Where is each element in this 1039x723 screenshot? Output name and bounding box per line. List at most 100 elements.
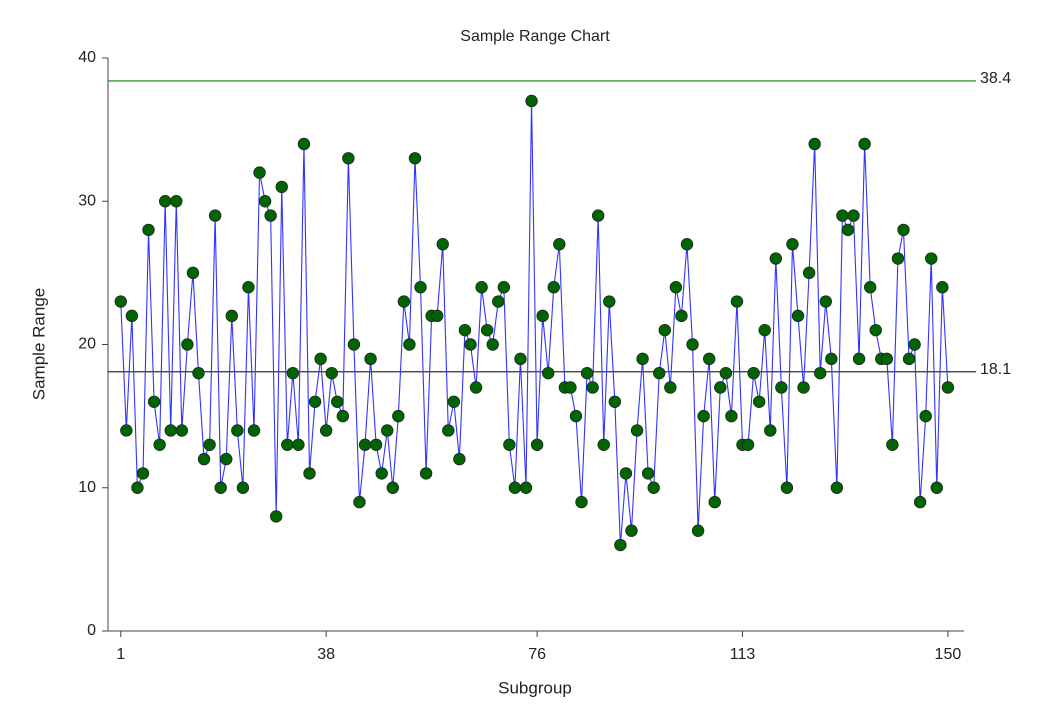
x-tick-label: 1	[116, 646, 125, 663]
data-point	[220, 452, 233, 466]
data-point	[453, 452, 466, 466]
data-point	[608, 395, 622, 409]
data-point	[647, 481, 660, 494]
data-point	[203, 438, 216, 451]
data-point	[308, 395, 322, 409]
data-point	[208, 209, 222, 222]
data-point	[497, 281, 511, 294]
data-point	[913, 495, 927, 509]
data-point	[114, 295, 127, 308]
data-point	[181, 338, 194, 351]
data-point	[658, 323, 671, 337]
data-point	[192, 366, 205, 380]
data-point	[519, 481, 533, 494]
y-tick-label: 0	[87, 622, 96, 639]
x-tick-label: 38	[317, 646, 335, 663]
data-point	[719, 366, 733, 380]
data-point	[930, 481, 943, 494]
data-point	[797, 381, 810, 394]
data-point	[136, 467, 150, 480]
data-point	[836, 209, 849, 222]
data-point	[164, 424, 177, 437]
data-point	[369, 438, 383, 451]
data-point	[170, 195, 183, 208]
y-tick-label: 30	[78, 192, 96, 209]
data-point	[331, 395, 344, 409]
data-point	[430, 309, 444, 323]
data-point	[808, 137, 821, 151]
data-point	[802, 266, 816, 280]
data-point	[419, 467, 433, 480]
control-line-label: 18.1	[980, 361, 1011, 378]
data-point	[503, 438, 516, 451]
data-point	[186, 266, 200, 280]
data-point	[625, 524, 638, 537]
data-point	[447, 395, 461, 409]
data-point	[253, 166, 266, 179]
data-point	[297, 137, 311, 151]
data-point	[414, 281, 427, 294]
data-point	[408, 152, 422, 165]
data-point	[303, 467, 316, 480]
data-point	[636, 352, 649, 366]
data-point	[586, 381, 599, 394]
data-point	[553, 238, 566, 251]
data-point	[197, 452, 211, 466]
data-point	[880, 352, 894, 366]
data-point	[597, 438, 610, 451]
data-point	[286, 366, 300, 380]
data-point	[819, 295, 832, 308]
y-tick-label: 10	[78, 479, 96, 496]
data-point	[702, 352, 716, 366]
data-point	[641, 467, 655, 480]
data-point	[686, 338, 699, 351]
data-point	[603, 295, 616, 308]
data-point	[925, 252, 938, 265]
data-point	[591, 209, 605, 222]
data-point	[325, 366, 338, 380]
data-point	[525, 94, 538, 108]
data-point	[664, 381, 677, 394]
data-point	[314, 352, 327, 366]
data-point	[825, 352, 838, 366]
data-point	[258, 195, 272, 208]
data-point	[614, 538, 627, 552]
data-point	[575, 495, 588, 509]
data-point	[869, 323, 882, 337]
data-point	[142, 223, 155, 237]
data-point	[131, 481, 144, 494]
control-line-label: 38.4	[980, 70, 1011, 87]
data-point	[275, 180, 288, 194]
data-point	[786, 238, 799, 251]
data-point	[147, 395, 161, 409]
data-point	[697, 409, 710, 423]
data-point	[630, 424, 644, 437]
data-point	[814, 366, 827, 380]
data-point	[458, 323, 472, 337]
data-point	[752, 395, 766, 409]
data-point	[536, 309, 549, 323]
data-point	[863, 281, 877, 294]
data-point	[270, 510, 283, 523]
data-point	[514, 352, 527, 366]
data-point	[847, 209, 860, 222]
data-point	[569, 409, 583, 423]
data-point	[580, 366, 594, 380]
data-point	[775, 381, 788, 394]
y-tick-label: 20	[78, 336, 96, 353]
x-tick-label: 76	[528, 646, 546, 663]
data-point	[919, 409, 932, 423]
y-axis-label: Sample Range	[29, 288, 48, 400]
data-line	[120, 100, 949, 546]
data-point	[858, 137, 871, 151]
data-point	[347, 338, 361, 351]
data-point	[381, 424, 394, 437]
data-point	[392, 409, 405, 423]
data-point	[653, 366, 666, 380]
data-point	[480, 323, 494, 337]
data-point	[358, 438, 372, 451]
data-point	[725, 409, 738, 423]
data-point	[714, 381, 727, 394]
data-point	[747, 366, 760, 380]
data-point	[675, 309, 688, 323]
